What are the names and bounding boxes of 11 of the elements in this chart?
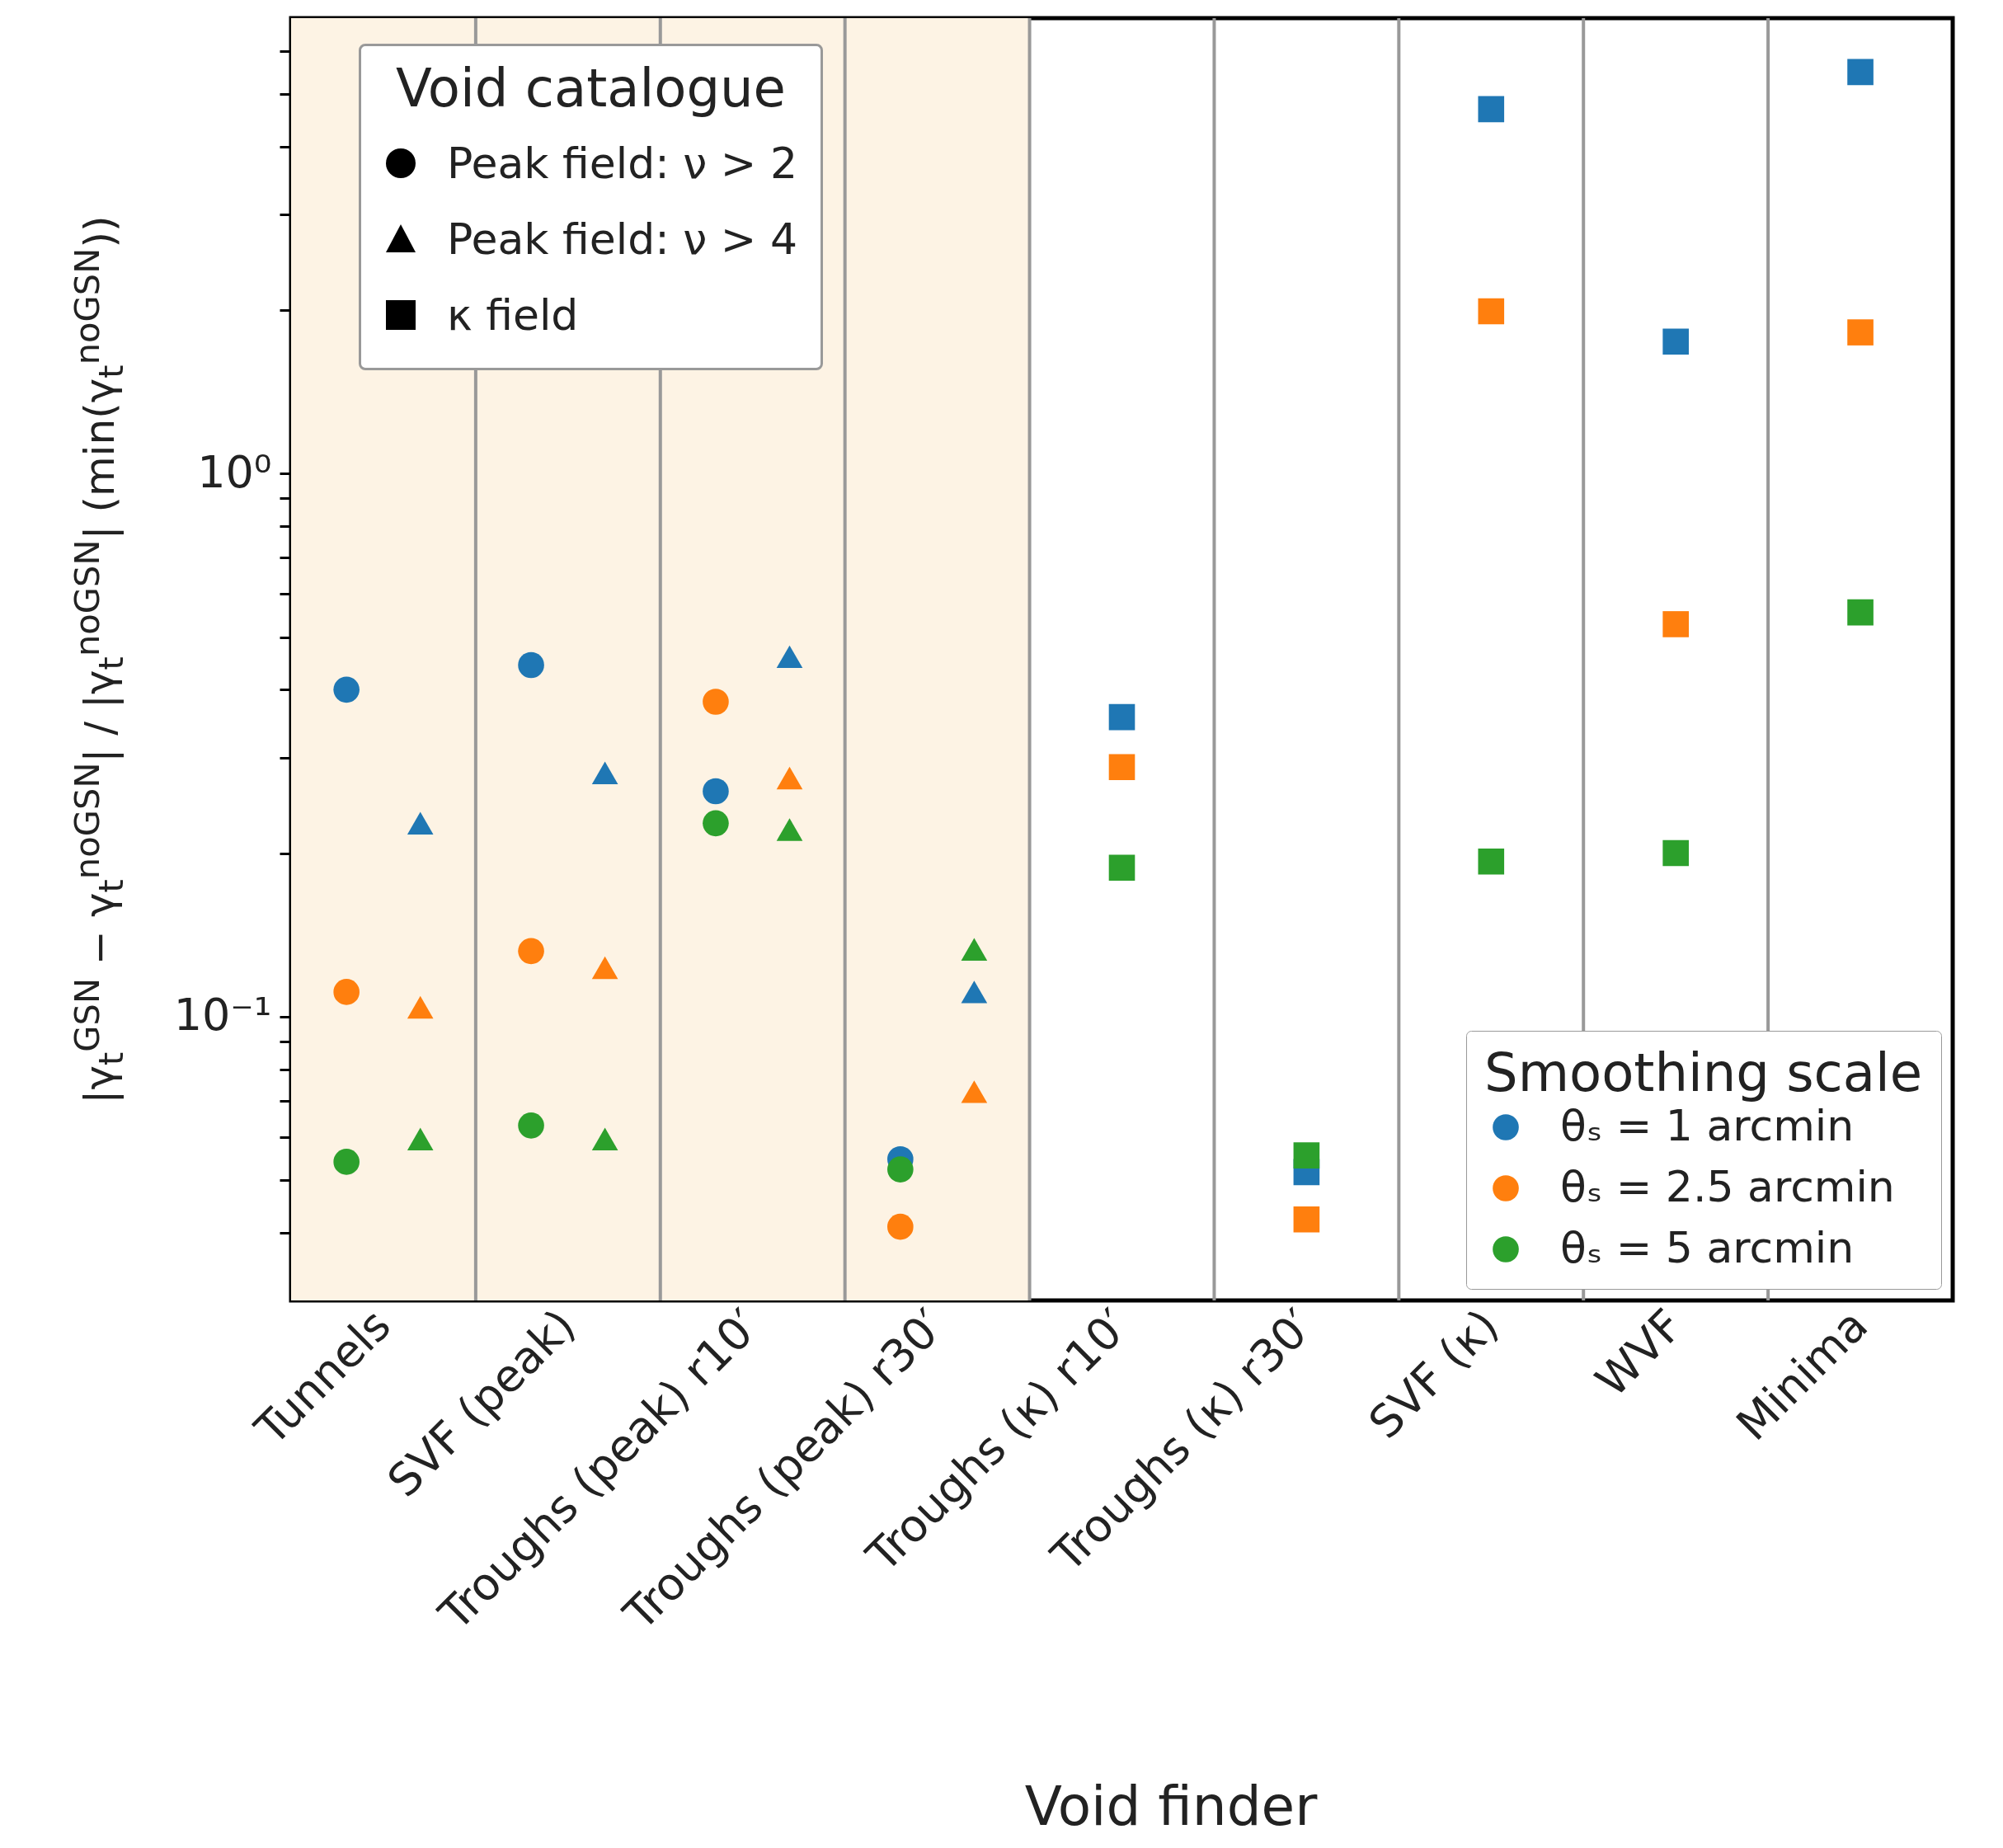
y-tick-label: 10⁰: [197, 445, 272, 498]
text: Smoothing scale: [1484, 1042, 1923, 1103]
annotation: κ field: [447, 290, 579, 340]
legend-label: θₛ = 5 arcmin: [1560, 1223, 1855, 1272]
annotation: Peak field: ν > 2: [447, 139, 798, 188]
x-axis-title: Void finder: [1024, 1774, 1318, 1838]
text: Void catalogue: [396, 58, 786, 119]
legend-label: θₛ = 1 arcmin: [1560, 1101, 1855, 1150]
y-tick-label: 10⁻¹: [173, 989, 272, 1042]
legend-label: θₛ = 2.5 arcmin: [1560, 1162, 1895, 1211]
annotation: Peak field: ν > 4: [447, 214, 798, 264]
